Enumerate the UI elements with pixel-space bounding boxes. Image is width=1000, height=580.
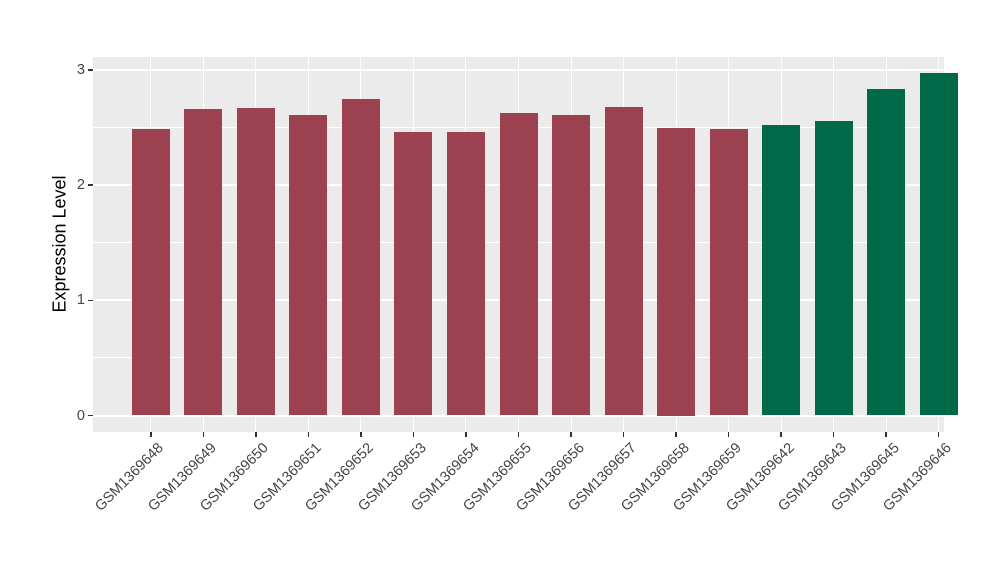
y-tick-mark xyxy=(88,184,93,186)
y-tick-mark xyxy=(88,299,93,302)
bar-GSM1369651 xyxy=(289,114,328,416)
bar-GSM1369657 xyxy=(604,106,643,416)
x-tick-mark xyxy=(570,432,572,437)
bar-GSM1369646 xyxy=(919,73,958,416)
bar-GSM1369655 xyxy=(499,112,538,416)
x-tick-mark xyxy=(832,432,835,437)
x-tick-mark xyxy=(675,432,677,437)
bar-GSM1369650 xyxy=(236,107,275,416)
bar-GSM1369656 xyxy=(552,114,591,416)
y-tick-label: 2 xyxy=(76,177,85,194)
x-tick-mark xyxy=(360,432,362,437)
x-tick-mark xyxy=(937,432,940,437)
y-tick-mark xyxy=(88,69,93,71)
y-tick-label: 0 xyxy=(76,407,85,424)
x-tick-mark xyxy=(412,432,415,437)
bar-GSM1369652 xyxy=(341,98,380,416)
x-tick-mark xyxy=(885,432,887,437)
x-tick-mark xyxy=(727,432,730,437)
x-tick-mark xyxy=(517,432,520,437)
x-tick-mark xyxy=(622,432,625,437)
bar-GSM1369642 xyxy=(762,125,801,416)
bar-GSM1369649 xyxy=(184,109,223,416)
plot-panel xyxy=(93,57,958,432)
y-tick-label: 1 xyxy=(76,292,85,309)
x-tick-mark xyxy=(465,432,467,437)
major-gridline xyxy=(93,68,944,71)
bar-GSM1369653 xyxy=(394,132,433,416)
x-tick-mark xyxy=(150,432,152,437)
x-tick-mark xyxy=(307,432,310,437)
bar-GSM1369654 xyxy=(446,132,485,416)
x-tick-mark xyxy=(780,432,782,437)
major-gridline xyxy=(93,414,944,417)
bar-GSM1369645 xyxy=(867,89,906,416)
bar-GSM1369658 xyxy=(657,127,696,416)
y-tick-mark xyxy=(88,414,93,417)
y-tick-label: 3 xyxy=(76,61,85,78)
x-tick-mark xyxy=(202,432,205,437)
x-tick-mark xyxy=(255,432,257,437)
bar-GSM1369659 xyxy=(709,128,748,416)
bar-GSM1369648 xyxy=(131,128,170,416)
bar-GSM1369643 xyxy=(814,120,853,416)
